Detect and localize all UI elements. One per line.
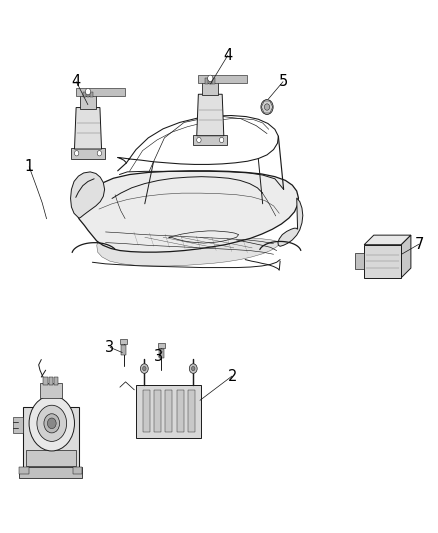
Polygon shape (364, 235, 411, 245)
Bar (19, 467, 82, 478)
Bar (13, 417, 22, 433)
Bar (188, 390, 195, 432)
Text: 4: 4 (223, 48, 232, 63)
Bar (120, 339, 127, 344)
Bar (159, 349, 164, 359)
Circle shape (261, 100, 273, 115)
Circle shape (97, 151, 102, 156)
Bar (19, 467, 29, 474)
Circle shape (74, 151, 79, 156)
Bar (25, 450, 76, 466)
Polygon shape (74, 108, 102, 149)
Bar (364, 245, 401, 278)
Polygon shape (278, 198, 303, 246)
Bar (177, 390, 184, 432)
Text: 1: 1 (25, 159, 34, 174)
Bar (202, 82, 218, 95)
Bar (212, 78, 215, 84)
Polygon shape (78, 171, 298, 252)
Bar (87, 92, 89, 97)
Circle shape (37, 405, 67, 441)
Bar (76, 88, 124, 96)
Bar (43, 377, 48, 385)
Circle shape (189, 364, 197, 373)
Circle shape (141, 364, 148, 373)
Circle shape (208, 75, 213, 82)
Bar (355, 253, 364, 269)
Bar (80, 95, 96, 109)
Text: 3: 3 (105, 340, 114, 355)
Text: 7: 7 (414, 237, 424, 252)
Bar (209, 78, 212, 84)
Text: 4: 4 (71, 74, 81, 89)
Bar (83, 92, 86, 97)
Text: 5: 5 (279, 74, 288, 89)
Bar (22, 407, 79, 469)
Bar (143, 390, 150, 432)
Bar (54, 377, 58, 385)
Bar (165, 390, 172, 432)
Circle shape (197, 138, 201, 143)
Circle shape (143, 367, 146, 370)
Bar (121, 345, 127, 355)
Bar (137, 384, 201, 438)
Circle shape (219, 138, 224, 143)
Polygon shape (401, 235, 411, 278)
Polygon shape (197, 94, 224, 136)
Bar (158, 343, 165, 348)
Text: 3: 3 (154, 349, 163, 365)
Circle shape (191, 367, 195, 370)
Polygon shape (97, 225, 280, 266)
Bar (49, 377, 53, 385)
Bar (205, 78, 208, 84)
Circle shape (29, 395, 74, 451)
Bar (154, 390, 161, 432)
Circle shape (265, 104, 270, 110)
Bar (198, 75, 247, 83)
Circle shape (47, 418, 56, 429)
Bar (40, 383, 62, 398)
Bar (193, 135, 227, 146)
Circle shape (85, 88, 91, 95)
Circle shape (44, 414, 60, 433)
Text: 2: 2 (227, 368, 237, 384)
Bar (90, 92, 93, 97)
Bar (71, 148, 105, 159)
Polygon shape (71, 172, 105, 218)
Bar (73, 467, 82, 474)
